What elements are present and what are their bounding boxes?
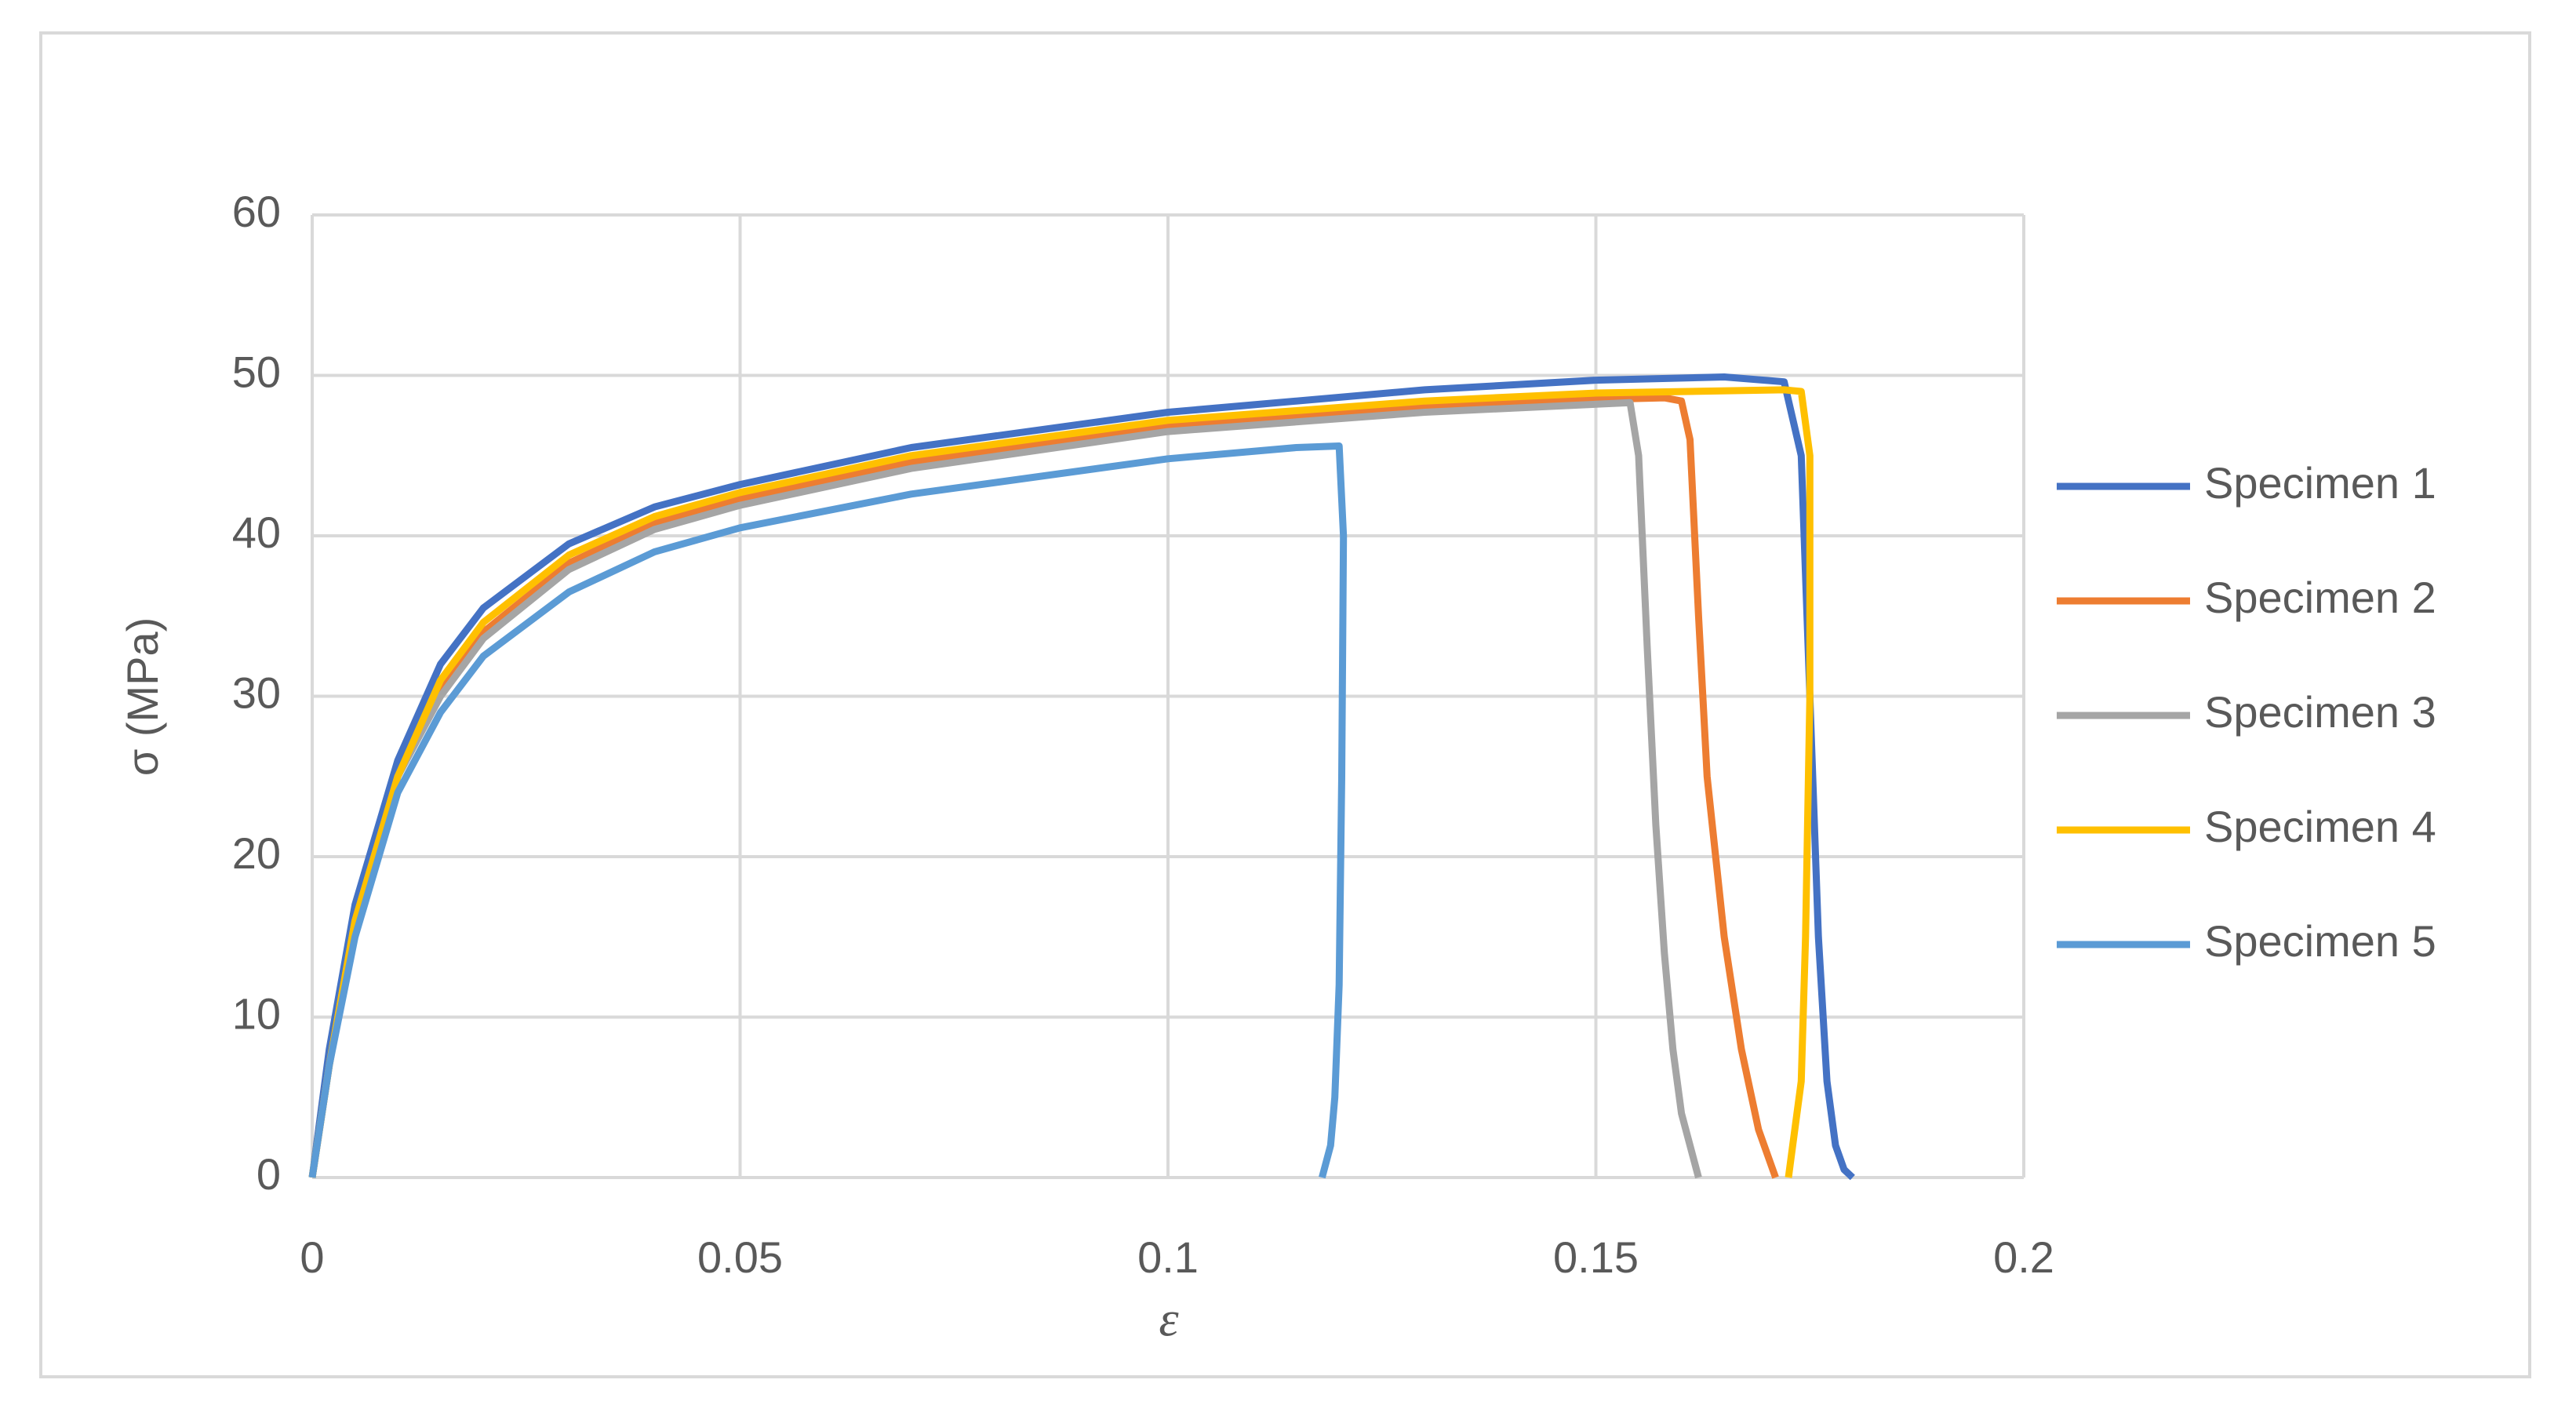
x-tick-label: 0.2	[1993, 1232, 2054, 1282]
y-tick-label: 60	[232, 187, 281, 236]
x-tick-label: 0	[300, 1232, 324, 1282]
legend-label: Specimen 5	[2204, 916, 2436, 966]
y-axis-title: σ (MPa)	[118, 617, 167, 777]
x-tick-label: 0.15	[1553, 1232, 1639, 1282]
legend-label: Specimen 4	[2204, 802, 2436, 851]
chart-border	[39, 31, 2531, 1378]
y-tick-label: 0	[257, 1149, 281, 1199]
y-tick-label: 50	[232, 347, 281, 396]
y-tick-label: 30	[232, 668, 281, 717]
x-tick-label: 0.05	[697, 1232, 783, 1282]
y-tick-label: 10	[232, 988, 281, 1038]
legend-label: Specimen 3	[2204, 687, 2436, 737]
legend-label: Specimen 2	[2204, 573, 2436, 622]
y-tick-label: 20	[232, 828, 281, 878]
series-line	[308, 386, 1814, 1178]
x-tick-label: 0.1	[1137, 1232, 1199, 1282]
y-tick-label: 40	[232, 508, 281, 557]
x-axis-title: ε	[1159, 1291, 1179, 1347]
legend-label: Specimen 1	[2204, 458, 2436, 508]
series-line	[308, 442, 1348, 1179]
series-line	[308, 373, 1855, 1181]
